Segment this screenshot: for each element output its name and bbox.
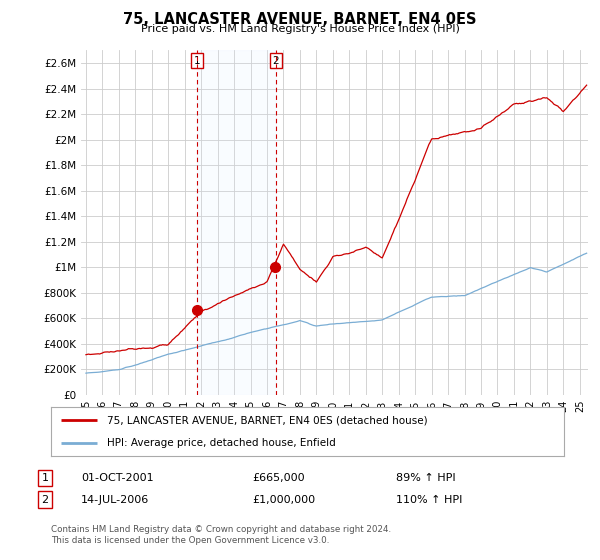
Text: 75, LANCASTER AVENUE, BARNET, EN4 0ES (detached house): 75, LANCASTER AVENUE, BARNET, EN4 0ES (d… (107, 416, 428, 426)
Text: 2: 2 (272, 55, 279, 66)
Text: Price paid vs. HM Land Registry's House Price Index (HPI): Price paid vs. HM Land Registry's House … (140, 24, 460, 34)
Text: HPI: Average price, detached house, Enfield: HPI: Average price, detached house, Enfi… (107, 438, 336, 448)
Text: Contains HM Land Registry data © Crown copyright and database right 2024.
This d: Contains HM Land Registry data © Crown c… (51, 525, 391, 545)
Text: 1: 1 (41, 473, 49, 483)
Text: 2: 2 (41, 494, 49, 505)
Text: 110% ↑ HPI: 110% ↑ HPI (396, 494, 463, 505)
Text: 01-OCT-2001: 01-OCT-2001 (81, 473, 154, 483)
Text: £1,000,000: £1,000,000 (252, 494, 315, 505)
Text: 75, LANCASTER AVENUE, BARNET, EN4 0ES: 75, LANCASTER AVENUE, BARNET, EN4 0ES (123, 12, 477, 27)
Text: 1: 1 (194, 55, 200, 66)
Text: 14-JUL-2006: 14-JUL-2006 (81, 494, 149, 505)
Bar (197, 50, 276, 395)
Text: £665,000: £665,000 (252, 473, 305, 483)
Text: 89% ↑ HPI: 89% ↑ HPI (396, 473, 455, 483)
